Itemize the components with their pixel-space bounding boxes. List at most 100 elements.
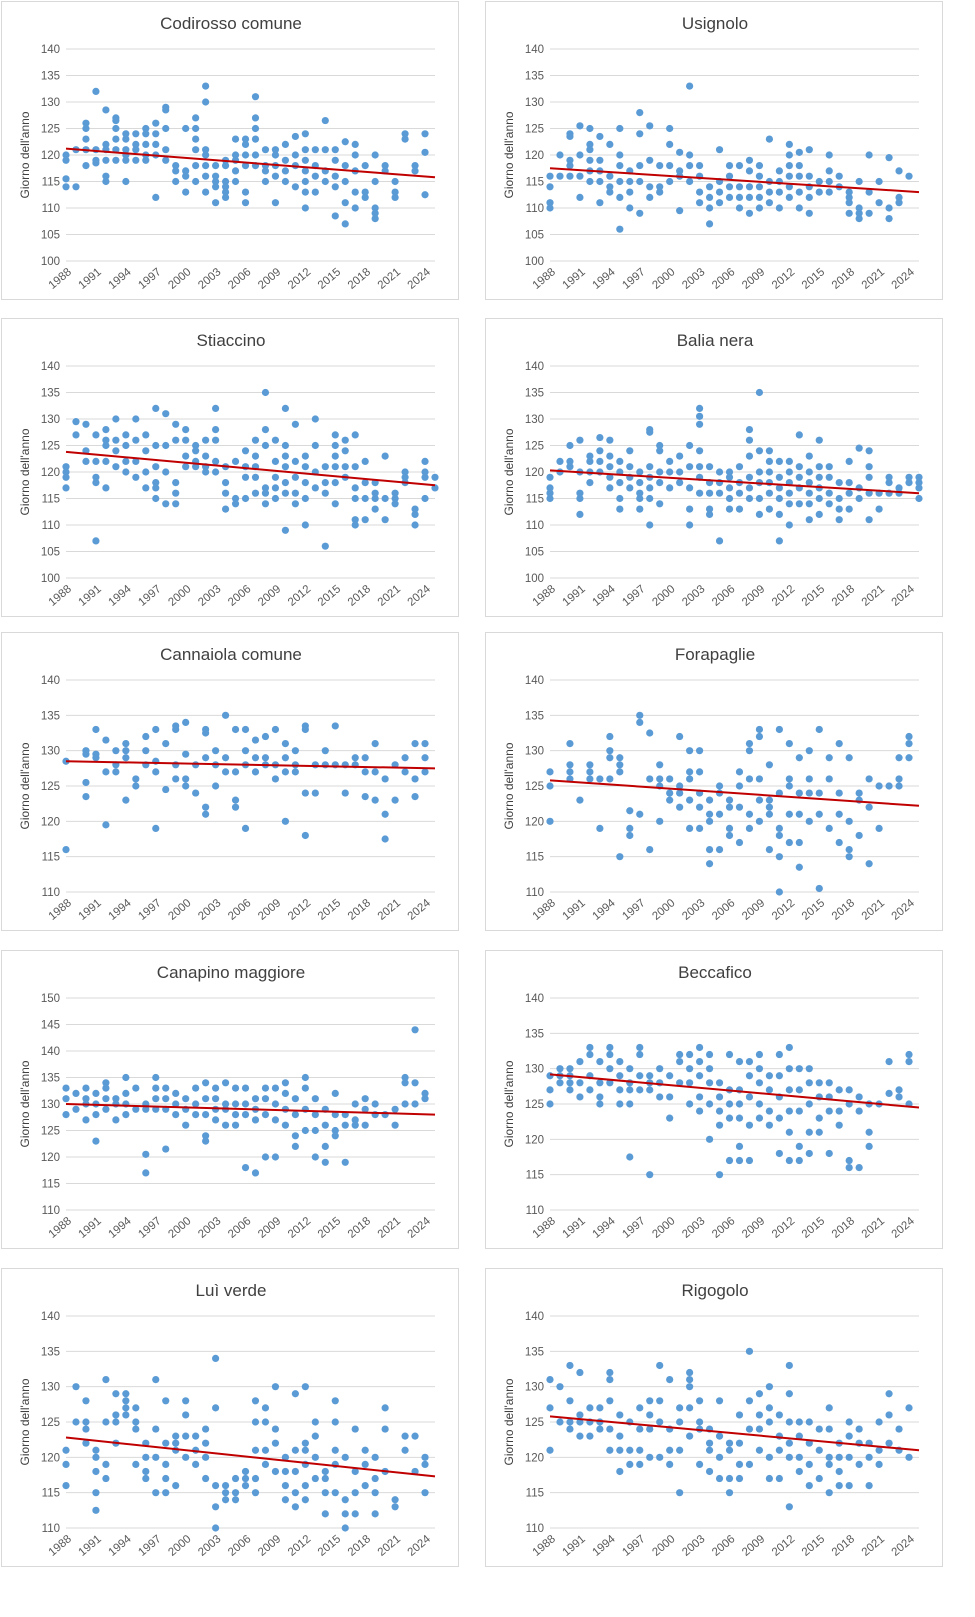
data-point: [666, 796, 674, 804]
data-point: [142, 1453, 150, 1461]
data-point: [865, 188, 873, 196]
data-point: [172, 162, 180, 170]
data-point: [596, 1058, 604, 1066]
x-tick-label: 1988: [531, 583, 558, 609]
data-point: [765, 1418, 774, 1426]
data-point: [586, 452, 594, 460]
data-point: [626, 831, 634, 840]
data-point: [182, 1121, 190, 1129]
data-point: [636, 718, 644, 726]
data-point: [331, 500, 339, 508]
data-point: [805, 516, 813, 524]
data-point: [231, 803, 240, 811]
data-point: [676, 1489, 684, 1497]
y-tick-label: 105: [525, 547, 544, 559]
data-point: [805, 489, 813, 497]
data-point: [401, 754, 409, 762]
data-point: [566, 1086, 574, 1094]
data-point: [431, 473, 439, 481]
x-tick-label: 2003: [680, 897, 707, 923]
data-point: [765, 803, 774, 811]
data-point: [301, 146, 309, 154]
data-point: [241, 151, 250, 159]
data-point: [281, 1079, 290, 1087]
data-point: [241, 199, 250, 207]
data-point: [596, 433, 604, 442]
data-point: [785, 1128, 793, 1136]
data-point: [656, 1418, 664, 1426]
data-point: [616, 1432, 624, 1440]
data-point: [351, 188, 359, 196]
data-point: [202, 436, 210, 444]
data-point: [351, 463, 359, 471]
x-tick-label: 2018: [830, 897, 857, 923]
data-point: [586, 140, 594, 148]
data-point: [586, 1432, 594, 1440]
y-tick-label: 140: [41, 1046, 60, 1058]
data-point: [725, 1439, 734, 1447]
x-tick-label: 2006: [710, 897, 737, 923]
y-tick-label: 110: [42, 887, 60, 899]
data-point: [421, 1095, 429, 1103]
data-point: [122, 1411, 130, 1419]
y-tick-label: 130: [525, 414, 544, 426]
data-point: [142, 1169, 150, 1177]
data-point: [636, 711, 644, 719]
data-point: [606, 1397, 614, 1405]
data-point: [546, 1446, 554, 1454]
data-point: [626, 188, 634, 196]
data-point: [331, 452, 339, 460]
data-point: [656, 1093, 664, 1101]
data-point: [755, 1446, 764, 1454]
data-point: [211, 162, 220, 170]
data-point: [241, 1467, 250, 1476]
data-point: [172, 489, 180, 497]
data-point: [251, 768, 260, 776]
data-point: [221, 1079, 230, 1087]
y-tick-label: 120: [525, 467, 544, 479]
data-point: [371, 1453, 379, 1461]
x-tick-label: 2009: [740, 1215, 767, 1241]
data-point: [586, 775, 594, 783]
data-point: [331, 1446, 339, 1454]
chart-panel: Cannaiola comune 110 115 120 125 130 135 140 198…: [1, 632, 459, 931]
data-point: [885, 473, 893, 481]
data-point: [301, 1383, 309, 1391]
data-point: [421, 740, 429, 748]
data-point: [566, 1397, 574, 1405]
data-point: [855, 209, 863, 217]
data-point: [576, 1079, 584, 1087]
data-point: [231, 151, 240, 159]
data-point: [251, 754, 260, 762]
data-point: [715, 468, 724, 476]
x-tick-label: 1994: [106, 1533, 134, 1559]
data-point: [755, 510, 764, 518]
x-tick-label: 1997: [620, 1215, 647, 1241]
data-point: [381, 1404, 389, 1412]
data-point: [686, 1383, 694, 1391]
data-point: [62, 183, 70, 191]
data-point: [241, 140, 250, 148]
data-point: [62, 1111, 70, 1119]
data-point: [616, 768, 624, 776]
data-point: [566, 130, 574, 138]
x-tick-label: 2006: [710, 1533, 737, 1559]
data-point: [805, 146, 813, 154]
data-point: [546, 1086, 554, 1094]
data-point: [411, 510, 419, 518]
data-point: [815, 473, 823, 481]
data-point: [142, 747, 150, 755]
scatter-chart: Codirosso comune100105110115120125130135…: [18, 14, 436, 292]
x-tick-label: 1994: [590, 266, 618, 292]
data-point: [391, 177, 399, 186]
data-point: [825, 824, 833, 832]
data-point: [301, 479, 309, 487]
data-point: [666, 468, 674, 476]
y-tick-label: 125: [525, 781, 544, 793]
data-point: [646, 775, 654, 783]
x-tick-label: 2006: [710, 1215, 737, 1241]
data-point: [835, 838, 843, 847]
data-point: [82, 793, 90, 801]
data-point: [152, 484, 160, 492]
data-point: [381, 516, 389, 524]
